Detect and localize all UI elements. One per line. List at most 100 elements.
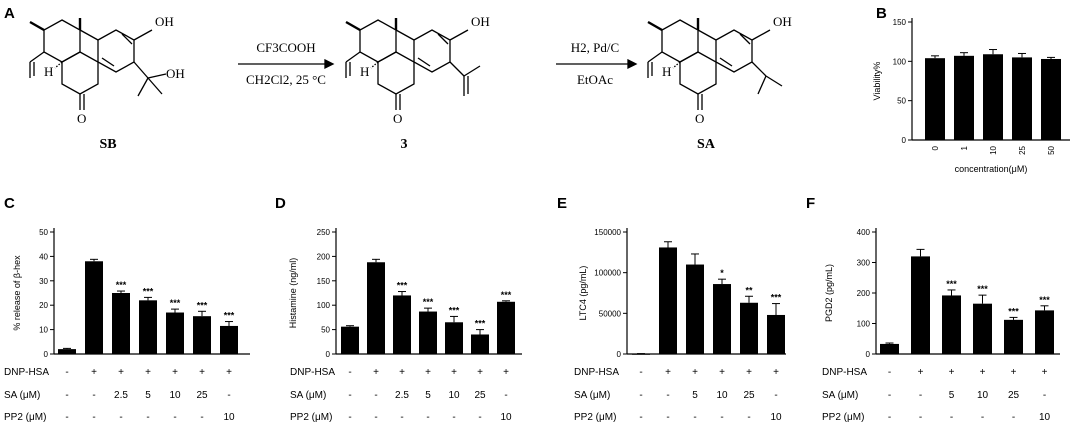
chart-c: 0 10 20 30 40 50 % release of β-hex - - - + - - *** +2… [4, 228, 250, 423]
treatment-d-0-0: - [348, 367, 351, 378]
treatment-f-1-2: 5 [949, 390, 955, 401]
y-axis-label-f: PGD2 (pg/mL) [824, 264, 834, 322]
treatment-d-2-4: - [452, 412, 455, 423]
treatment-label-d-1: SA (μM) [290, 390, 326, 401]
sb-h-label: H [44, 64, 53, 79]
treatment-d-0-3: + [425, 367, 431, 378]
treatment-c-2-6: 10 [223, 412, 235, 423]
treatment-f-1-0: - [888, 390, 891, 401]
reaction-scheme [29, 18, 783, 110]
treatment-c-1-2: 2.5 [114, 390, 128, 401]
y-axis-label-b: Viability% [872, 62, 882, 101]
y-tick-label-d-1: 50 [321, 326, 330, 335]
bar-d-4 [445, 322, 463, 354]
y-axis-label-e: LTC4 (pg/mL) [578, 266, 588, 321]
significance-c-2: *** [116, 280, 127, 290]
treatment-f-2-1: - [919, 412, 922, 423]
treatment-label-e-2: PP2 (μM) [574, 412, 616, 423]
chart-e: 0 50000 100000 150000 LTC4 (pg/mL) - - - + - - +5 - *… [574, 228, 786, 423]
bar-b-0 [925, 58, 945, 140]
treatment-c-0-6: + [226, 367, 232, 378]
bar-f-2 [942, 295, 961, 354]
treatment-label-f-2: PP2 (μM) [822, 412, 864, 423]
treatment-f-2-3: - [981, 412, 984, 423]
significance-c-6: *** [224, 311, 235, 321]
bar-c-5 [193, 316, 211, 354]
bar-e-4 [740, 302, 758, 354]
treatment-c-1-3: 5 [145, 390, 151, 401]
treatment-d-2-3: - [426, 412, 429, 423]
significance-d-2: *** [397, 281, 408, 291]
treatment-e-1-1: - [666, 390, 669, 401]
bar-d-3 [419, 311, 437, 354]
y-tick-label-f-4: 400 [857, 228, 871, 237]
y-tick-label-c-5: 50 [39, 228, 48, 237]
bar-e-0 [632, 353, 650, 355]
panel-label-e: E [557, 195, 567, 212]
treatment-c-2-2: - [119, 412, 122, 423]
treatment-c-0-2: + [118, 367, 124, 378]
treatment-d-0-2: + [399, 367, 405, 378]
treatment-f-2-0: - [888, 412, 891, 423]
treatment-e-1-3: 10 [716, 390, 728, 401]
treatment-label-f-1: SA (μM) [822, 390, 858, 401]
treatment-e-1-2: 5 [692, 390, 698, 401]
x-tick-label-b-4: 50 [1047, 145, 1056, 154]
significance-d-3: *** [423, 297, 434, 307]
y-tick-label-e-1: 50000 [599, 309, 622, 318]
treatment-f-0-3: + [980, 367, 986, 378]
reagent-step2-top: H2, Pd/C [571, 40, 619, 55]
treatment-d-2-1: - [374, 412, 377, 423]
bar-c-6 [220, 325, 238, 354]
structure-3 [345, 18, 481, 110]
treatment-c-0-1: + [91, 367, 97, 378]
bar-c-1 [85, 261, 103, 354]
x-axis-label-b: concentration(μM) [955, 164, 1028, 174]
treatment-e-0-0: - [639, 367, 642, 378]
treatment-d-2-0: - [348, 412, 351, 423]
treatment-c-2-5: - [200, 412, 203, 423]
treatment-e-2-4: - [747, 412, 750, 423]
panel-label-a: A [4, 5, 15, 22]
treatment-c-0-0: - [65, 367, 68, 378]
treatment-f-0-5: + [1042, 367, 1048, 378]
y-tick-label-b-2: 100 [893, 57, 907, 66]
y-tick-label-d-2: 100 [317, 301, 331, 310]
bar-b-3 [1012, 57, 1032, 140]
treatment-label-d-2: PP2 (μM) [290, 412, 332, 423]
c3-h-label: H [360, 64, 369, 79]
treatment-c-0-5: + [199, 367, 205, 378]
treatment-e-0-1: + [665, 367, 671, 378]
y-tick-label-c-0: 0 [44, 350, 49, 359]
treatment-e-0-3: + [719, 367, 725, 378]
treatment-c-0-3: + [145, 367, 151, 378]
treatment-f-2-2: - [950, 412, 953, 423]
bar-d-5 [471, 334, 489, 354]
x-tick-label-b-1: 1 [960, 145, 969, 150]
y-tick-label-d-4: 200 [317, 252, 331, 261]
treatment-e-2-3: - [720, 412, 723, 423]
treatment-c-2-3: - [146, 412, 149, 423]
bar-e-2 [686, 264, 704, 354]
treatment-c-2-1: - [92, 412, 95, 423]
bar-d-6 [497, 301, 515, 354]
treatment-d-1-5: 25 [474, 390, 486, 401]
structure-sa [647, 18, 783, 110]
treatment-e-2-0: - [639, 412, 642, 423]
treatment-c-1-6: - [227, 390, 230, 401]
sb-oh-1: OH [155, 14, 174, 29]
significance-e-5: *** [771, 293, 782, 303]
bar-f-5 [1035, 310, 1054, 354]
significance-d-4: *** [449, 305, 460, 315]
bar-c-2 [112, 293, 130, 354]
panel-label-f: F [806, 195, 815, 212]
chart-b: 0 50 100 150 Viability% 0 1 10 25 50 concentration… [872, 18, 1070, 174]
reagent-step2-bottom: EtOAc [577, 72, 613, 87]
significance-e-4: ** [745, 285, 753, 295]
bar-e-3 [713, 284, 731, 354]
treatment-e-2-2: - [693, 412, 696, 423]
treatment-f-1-1: - [919, 390, 922, 401]
treatment-d-1-1: - [374, 390, 377, 401]
significance-f-2: *** [946, 279, 957, 289]
